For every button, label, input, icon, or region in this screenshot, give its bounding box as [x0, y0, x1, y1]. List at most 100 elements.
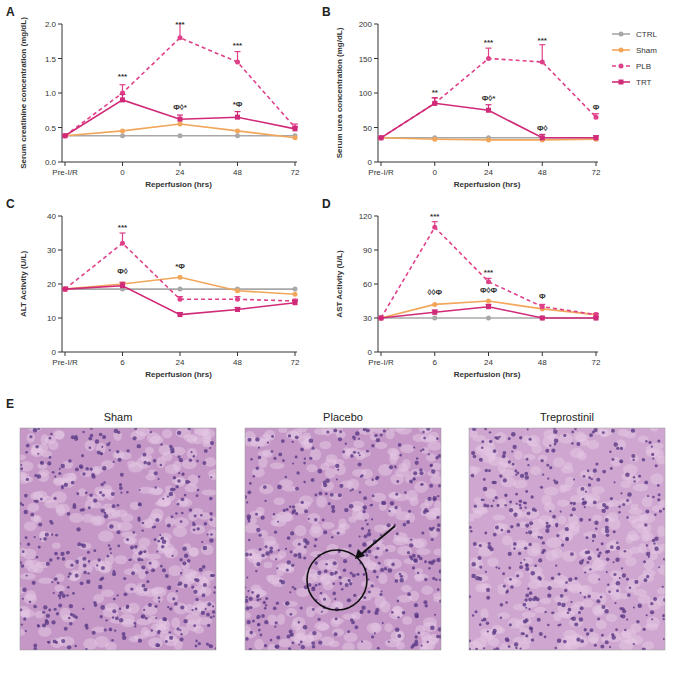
x-tick	[65, 162, 66, 166]
nucleus	[90, 467, 93, 470]
nucleus	[429, 484, 433, 488]
nucleus	[265, 551, 269, 555]
nucleus	[49, 520, 52, 523]
nucleus	[260, 516, 264, 520]
nucleus	[265, 604, 267, 606]
nucleus	[143, 461, 147, 465]
cytoplasm	[491, 625, 503, 634]
nucleus	[431, 469, 435, 473]
nucleus	[339, 484, 343, 488]
nucleus	[143, 587, 147, 591]
cytoplasm	[258, 456, 267, 467]
cytoplasm	[504, 576, 519, 584]
nucleus	[303, 481, 305, 483]
nucleus	[256, 615, 260, 619]
nucleus	[259, 548, 262, 551]
nucleus	[155, 518, 159, 522]
nucleus	[138, 502, 142, 506]
marker	[486, 56, 491, 61]
nucleus	[57, 557, 60, 560]
marker	[120, 133, 125, 138]
cytoplasm	[487, 558, 499, 567]
significance-text: **	[432, 88, 439, 97]
marker	[178, 275, 183, 280]
cytoplasm	[182, 459, 197, 469]
cytoplasm	[304, 438, 313, 449]
marker	[235, 59, 240, 64]
nucleus	[102, 466, 106, 470]
nucleus	[287, 634, 291, 638]
cytoplasm	[342, 642, 355, 650]
cytoplasm	[188, 571, 201, 582]
nucleus	[286, 568, 289, 571]
cytoplasm	[294, 635, 302, 644]
cytoplasm	[650, 473, 663, 485]
nucleus	[274, 626, 276, 628]
nucleus	[75, 467, 79, 471]
cytoplasm	[374, 596, 386, 608]
cytoplasm	[283, 601, 298, 607]
nucleus	[180, 520, 183, 523]
nucleus	[130, 587, 133, 590]
significance: Φ◊	[537, 124, 548, 133]
nucleus	[380, 534, 382, 536]
nucleus	[384, 567, 388, 571]
significance: Φ	[593, 103, 600, 112]
significance-text: ***	[118, 72, 128, 81]
cytoplasm	[259, 484, 274, 494]
nucleus	[154, 471, 158, 475]
y-tick-label: 60	[363, 280, 372, 289]
nucleus	[325, 563, 327, 565]
y-axis-title: Serum urea concentration (mg/dL)	[335, 27, 344, 158]
nucleus	[56, 612, 59, 615]
nucleus	[290, 613, 293, 616]
marker	[486, 108, 491, 113]
lesion-circle	[307, 550, 367, 610]
significance-text: ***	[430, 212, 440, 221]
nucleus	[374, 434, 378, 438]
nucleus	[53, 497, 56, 500]
nucleus	[20, 561, 22, 565]
x-tick	[180, 352, 181, 356]
nucleus	[206, 613, 210, 617]
nucleus	[156, 550, 158, 552]
nucleus	[52, 471, 55, 474]
legend-marker	[619, 32, 624, 37]
cytoplasm	[401, 585, 412, 593]
nucleus	[46, 614, 50, 618]
series-Sham: Sham	[63, 275, 298, 297]
nucleus	[431, 538, 434, 541]
nucleus	[134, 623, 136, 625]
nucleus	[439, 578, 441, 581]
nucleus	[104, 628, 107, 631]
cytoplasm	[20, 573, 36, 580]
nucleus	[350, 572, 353, 575]
x-axis-title: Reperfusion (hrs)	[454, 370, 521, 379]
marker	[235, 288, 240, 293]
y-tick-label: 100	[359, 89, 373, 98]
y-tick	[58, 58, 62, 59]
significance-text: Φ	[593, 103, 600, 112]
nucleus	[68, 459, 72, 463]
nucleus	[68, 572, 71, 575]
cytoplasm	[30, 492, 43, 501]
nucleus	[89, 446, 92, 449]
nucleus	[337, 532, 340, 535]
x-tick	[488, 352, 489, 356]
nucleus	[249, 606, 252, 609]
nucleus	[257, 594, 260, 597]
nucleus	[185, 480, 189, 484]
plot-area: CTRLShamPLBTRT	[62, 23, 298, 140]
cytoplasm	[492, 514, 505, 520]
y-tick	[374, 24, 378, 25]
nucleus	[43, 605, 47, 609]
cytoplasm	[34, 611, 44, 619]
cytoplasm	[340, 577, 352, 586]
nucleus	[333, 429, 337, 433]
nucleus	[92, 475, 96, 479]
nucleus	[181, 497, 185, 501]
cytoplasm	[69, 513, 83, 523]
cytoplasm	[286, 431, 300, 440]
cytoplasm	[410, 469, 426, 477]
error-stem	[542, 45, 543, 62]
